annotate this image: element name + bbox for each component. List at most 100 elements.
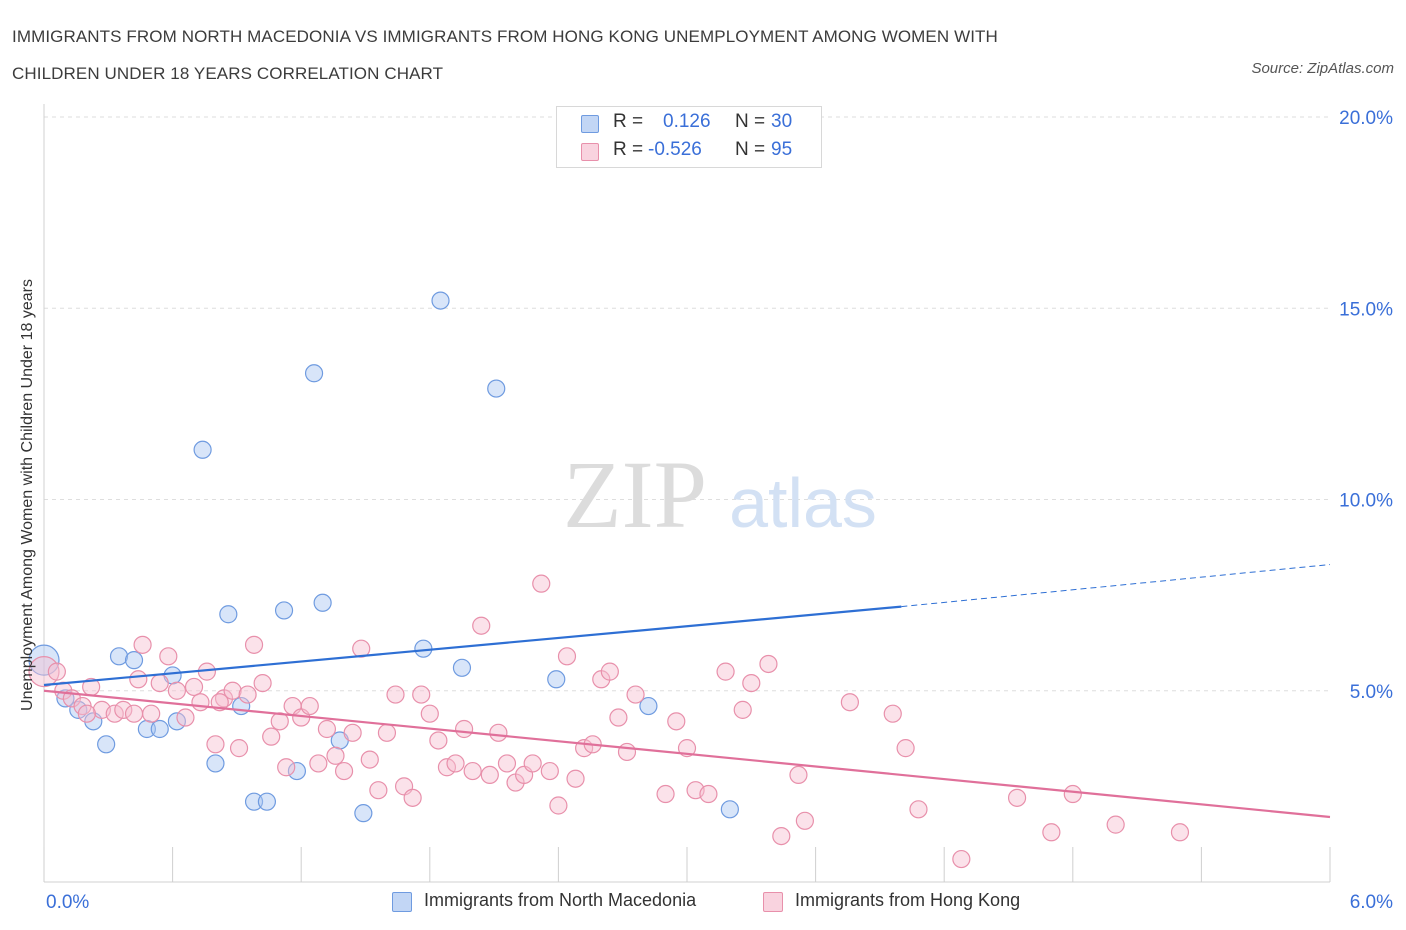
point-hong-kong: [667, 712, 686, 731]
point-hong-kong: [206, 735, 225, 754]
point-hong-kong: [840, 693, 859, 712]
point-hong-kong: [1007, 788, 1027, 807]
legend-r-label: R =: [613, 111, 644, 132]
trend-line-north-macedonia-extension: [901, 564, 1331, 608]
chart-title-line-2: CHILDREN UNDER 18 YEARS CORRELATION CHAR…: [12, 64, 444, 83]
source-label: Source: ZipAtlas.com: [1251, 60, 1394, 77]
legend-r-value: -0.526: [648, 139, 702, 160]
point-hong-kong: [617, 742, 637, 762]
point-north-macedonia: [193, 440, 212, 459]
point-north-macedonia: [452, 658, 472, 677]
point-hong-kong: [334, 761, 354, 781]
point-hong-kong: [124, 704, 144, 723]
point-hong-kong: [105, 704, 124, 723]
point-hong-kong: [789, 765, 808, 785]
point-hong-kong: [277, 758, 296, 777]
x-tick-label: 6.0%: [1350, 892, 1393, 913]
point-hong-kong: [47, 662, 66, 681]
gridlines: [44, 116, 1330, 692]
point-hong-kong: [262, 727, 281, 746]
point-hong-kong: [1042, 823, 1061, 842]
point-hong-kong: [326, 746, 345, 765]
point-hong-kong: [150, 673, 169, 693]
point-hong-kong: [540, 761, 559, 781]
point-hong-kong: [343, 723, 362, 742]
point-hong-kong: [472, 616, 491, 635]
point-hong-kong: [317, 719, 337, 739]
point-north-macedonia: [206, 754, 225, 773]
point-north-macedonia: [313, 593, 332, 612]
legend-n-value: 95: [771, 139, 793, 160]
series-label: Immigrants from Hong Kong: [795, 890, 1021, 910]
point-hong-kong: [454, 719, 474, 739]
y-tick-label: 15.0%: [1339, 299, 1393, 320]
point-hong-kong: [377, 723, 397, 742]
point-hong-kong: [656, 784, 675, 804]
point-hong-kong: [114, 700, 133, 719]
point-hong-kong: [420, 704, 439, 723]
data-points: [28, 291, 1190, 869]
point-hong-kong: [429, 731, 448, 750]
point-north-macedonia: [109, 647, 129, 666]
point-hong-kong: [463, 761, 482, 781]
point-north-macedonia: [431, 291, 450, 310]
point-hong-kong: [253, 673, 272, 693]
point-hong-kong: [403, 788, 422, 807]
point-hong-kong: [909, 800, 928, 819]
point-hong-kong: [77, 704, 96, 723]
point-hong-kong: [386, 685, 405, 704]
point-hong-kong: [360, 750, 379, 769]
point-hong-kong: [626, 685, 645, 704]
point-north-macedonia: [167, 712, 186, 731]
point-north-macedonia: [354, 804, 373, 823]
point-hong-kong: [412, 685, 431, 704]
point-hong-kong: [523, 754, 542, 773]
point-hong-kong: [1170, 823, 1190, 842]
tick-labels: 5.0% 10.0% 15.0% 20.0% 0.0% 6.0%: [46, 108, 1393, 913]
point-hong-kong: [497, 754, 517, 773]
point-hong-kong: [699, 784, 718, 804]
legend-n-label: N =: [735, 111, 766, 132]
point-hong-kong: [352, 639, 371, 658]
point-north-macedonia: [487, 379, 506, 398]
point-hong-kong: [480, 765, 499, 785]
series-swatch-hong-kong: [763, 892, 783, 912]
point-hong-kong: [1106, 815, 1125, 834]
legend-swatch-hong-kong: [581, 143, 599, 161]
trend-line-north-macedonia: [43, 605, 902, 687]
point-north-macedonia: [639, 696, 658, 716]
point-hong-kong: [184, 677, 204, 697]
point-north-macedonia: [97, 735, 116, 754]
point-hong-kong: [489, 723, 508, 742]
point-hong-kong: [238, 685, 257, 704]
point-north-macedonia: [219, 605, 238, 624]
point-hong-kong: [210, 693, 229, 712]
axes: [43, 104, 1331, 883]
point-hong-kong: [446, 754, 465, 773]
point-hong-kong: [600, 662, 619, 681]
point-hong-kong: [28, 656, 60, 688]
point-hong-kong: [759, 654, 778, 674]
trend-line-hong-kong: [43, 689, 1331, 819]
trend-lines: [43, 564, 1331, 819]
point-hong-kong: [167, 681, 186, 700]
point-hong-kong: [532, 574, 551, 593]
point-north-macedonia: [304, 364, 324, 383]
point-north-macedonia: [257, 792, 277, 811]
point-hong-kong: [229, 739, 249, 758]
point-hong-kong: [300, 696, 319, 716]
point-hong-kong: [716, 662, 735, 681]
point-hong-kong: [733, 700, 752, 719]
point-hong-kong: [223, 681, 242, 700]
point-hong-kong: [244, 635, 264, 654]
series-swatch-north-macedonia: [392, 892, 412, 912]
point-hong-kong: [129, 670, 148, 689]
series-label: Immigrants from North Macedonia: [424, 890, 697, 910]
point-north-macedonia: [720, 800, 739, 819]
legend-n-label: N =: [735, 139, 766, 160]
point-hong-kong: [142, 704, 161, 723]
point-north-macedonia: [547, 670, 566, 689]
correlation-legend: R = 0.126 N = 30 R = -0.526 N = 95: [556, 106, 822, 168]
point-hong-kong: [566, 769, 585, 788]
